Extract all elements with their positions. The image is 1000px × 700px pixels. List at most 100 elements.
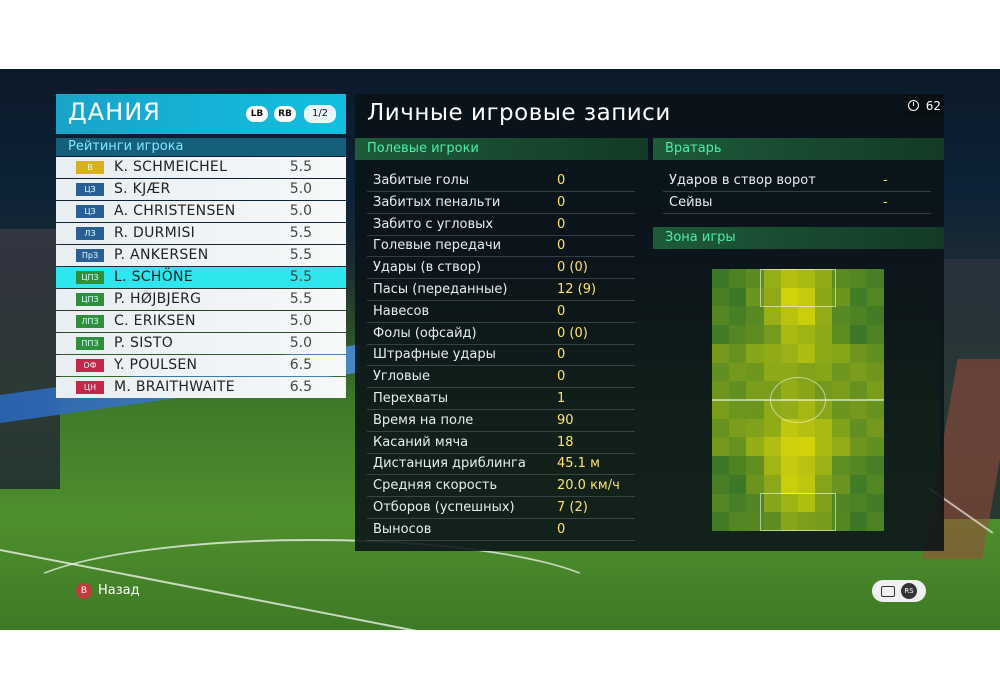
back-control[interactable]: B Назад	[76, 582, 140, 600]
stat-label: Штрафные удары	[373, 347, 496, 363]
player-name: R. DURMISI	[114, 225, 196, 241]
player-rating: 5.5	[289, 291, 312, 307]
heatmap-cell	[763, 269, 782, 289]
player-row[interactable]: ЦПЗ L. SCHÖNE 5.5	[56, 267, 346, 288]
b-button-icon[interactable]: B	[76, 582, 92, 599]
player-row[interactable]: ЦН M. BRAITHWAITE 6.5	[56, 377, 346, 398]
chat-toggle[interactable]: RS	[872, 580, 926, 602]
heatmap-cell	[780, 418, 799, 438]
player-row[interactable]: ПрЗ P. ANKERSEN 5.5	[56, 245, 346, 266]
heatmap-cell	[746, 437, 765, 457]
heatmap-cell	[763, 362, 782, 382]
player-rating: 5.0	[289, 203, 312, 219]
player-rating: 5.5	[289, 225, 312, 241]
heatmap-cell	[866, 287, 884, 307]
stat-value: 0	[557, 238, 566, 254]
player-rating: 5.0	[289, 181, 312, 197]
heatmap-cell	[746, 306, 765, 326]
heatmap-cell	[832, 287, 851, 307]
heatmap-cell	[712, 362, 730, 382]
position-badge: ЦЗ	[76, 183, 104, 196]
heatmap-cell	[849, 343, 868, 364]
pitch-arc	[10, 539, 614, 630]
player-name: S. KJÆR	[114, 181, 171, 197]
stat-label: Удары (в створ)	[373, 260, 482, 276]
stat-row: Голевые передачи 0	[367, 235, 635, 258]
player-row[interactable]: ЛПЗ C. ERIKSEN 5.0	[56, 311, 346, 332]
player-row[interactable]: ППЗ P. SISTO 5.0	[56, 333, 346, 354]
heatmap-cell	[866, 325, 884, 345]
heatmap-cell	[798, 418, 816, 438]
player-row[interactable]: ОФ Y. POULSEN 6.5	[56, 355, 346, 376]
heatmap-cell	[815, 343, 833, 364]
team-name: ДАНИЯ	[68, 98, 161, 126]
heatmap-cell	[780, 306, 799, 326]
heatmap-cell	[712, 456, 730, 476]
heatmap-cell	[832, 400, 851, 420]
stat-row: Фолы (офсайд) 0 (0)	[367, 323, 635, 345]
heatmap-cell	[866, 306, 884, 326]
heatmap-cell	[866, 362, 884, 382]
heatmap-cell	[798, 437, 816, 457]
heatmap-cell	[729, 437, 747, 457]
heatmap-cell	[729, 306, 747, 326]
team-panel: ДАНИЯ LB RB 1/2 Рейтинги игрока В K. SCHM…	[56, 94, 346, 398]
player-row[interactable]: В K. SCHMEICHEL 5.5	[56, 157, 346, 178]
heatmap-cell	[780, 362, 799, 382]
heatmap-cell	[729, 287, 747, 307]
stat-value: 0	[557, 173, 566, 188]
player-rating: 5.5	[289, 247, 312, 263]
stat-row: Штрафные удары 0	[367, 344, 635, 367]
position-badge: В	[76, 161, 104, 174]
heatmap-bottom-box	[760, 493, 836, 531]
heatmap-cell	[849, 437, 868, 457]
heatmap-cell	[763, 456, 782, 476]
heatmap-cell	[849, 381, 868, 401]
rb-button-icon[interactable]: RB	[274, 106, 296, 122]
heatmap-center-circle	[770, 377, 826, 423]
heatmap-cell	[832, 418, 851, 438]
heatmap-cell	[815, 269, 833, 289]
player-row[interactable]: ЦЗ S. KJÆR 5.0	[56, 179, 346, 200]
heatmap-cell	[815, 456, 833, 476]
heatmap-cell	[712, 493, 730, 513]
player-row[interactable]: ЛЗ R. DURMISI 5.5	[56, 223, 346, 244]
stat-row: Пасы (переданные) 12 (9)	[367, 279, 635, 301]
player-row[interactable]: ЦЗ A. CHRISTENSEN 5.0	[56, 201, 346, 222]
heatmap-cell	[763, 343, 782, 364]
player-rating: 6.5	[289, 357, 312, 373]
heatmap-cell	[832, 493, 851, 513]
stat-value: 0	[557, 303, 566, 319]
stat-label: Забито с угловых	[373, 216, 494, 232]
heatmap-cell	[798, 306, 816, 326]
player-row[interactable]: ЦПЗ P. HØJBJERG 5.5	[56, 289, 346, 310]
lb-button-icon[interactable]: LB	[246, 106, 268, 122]
stat-label: Забитых пенальти	[373, 194, 501, 210]
heatmap-cell	[815, 512, 833, 531]
stat-label: Перехваты	[373, 391, 449, 406]
heatmap-cell	[866, 512, 884, 531]
stat-value: 45.1 м	[557, 456, 600, 472]
stat-label: Фолы (офсайд)	[373, 325, 477, 341]
stat-value: 12 (9)	[557, 282, 597, 297]
heatmap-cell	[798, 474, 816, 495]
heatmap-cell	[763, 325, 782, 345]
heatmap-cell	[798, 325, 816, 345]
heatmap-cell	[729, 325, 747, 345]
position-badge: ПрЗ	[76, 249, 104, 262]
stat-value: 0	[557, 521, 566, 537]
heatmap-cell	[849, 325, 868, 345]
heatmap-cell	[729, 362, 747, 382]
player-name: L. SCHÖNE	[114, 269, 193, 285]
timer: 62	[904, 94, 944, 118]
player-rating: 5.0	[289, 313, 312, 329]
stat-row: Время на поле 90	[367, 410, 635, 432]
heatmap-cell	[849, 456, 868, 476]
stat-row: Дистанция дриблинга 45.1 м	[367, 453, 635, 476]
heatmap-cell	[849, 306, 868, 326]
heatmap-cell	[866, 400, 884, 420]
stat-label: Дистанция дриблинга	[373, 456, 526, 472]
heatmap-cell	[712, 381, 730, 401]
heatmap-cell	[712, 269, 730, 289]
heatmap-cell	[746, 362, 765, 382]
